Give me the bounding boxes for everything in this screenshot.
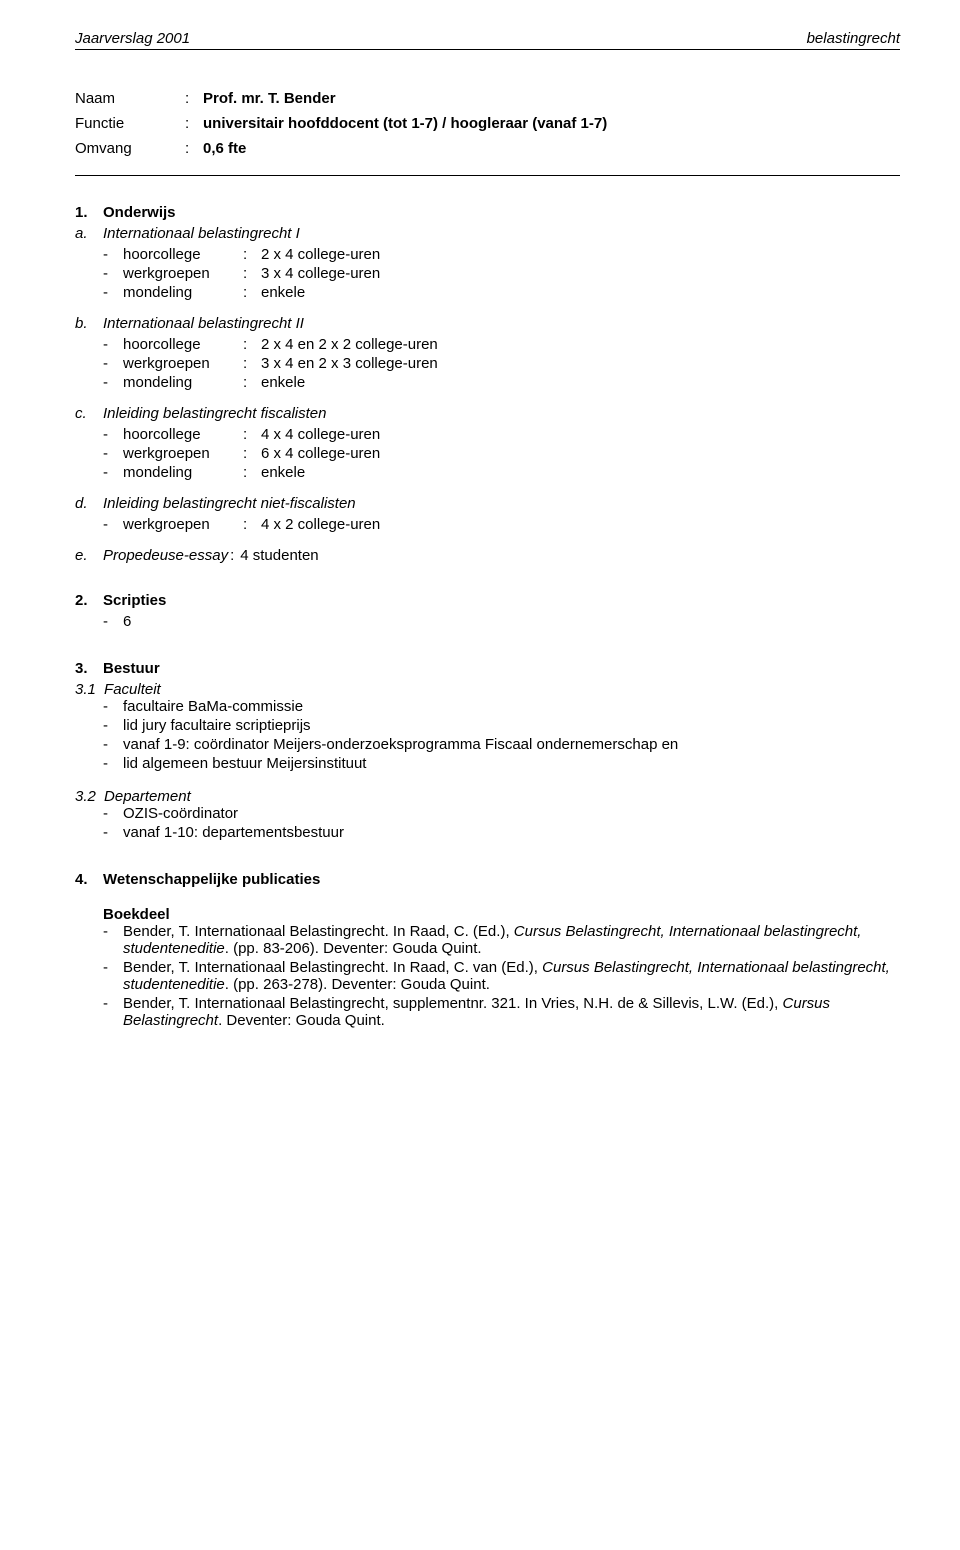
colon: : <box>185 115 203 132</box>
section-3-1-title: Faculteit <box>100 681 161 698</box>
function-value: universitair hoofddocent (tot 1-7) / hoo… <box>203 115 900 132</box>
extent-row: Omvang : 0,6 fte <box>75 140 900 157</box>
section-3-1-num: 3.1 <box>75 681 96 698</box>
publication-item: Bender, T. Internationaal Belastingrecht… <box>103 923 900 957</box>
sub-1c-letter: c. <box>75 405 103 422</box>
list-item: 6 <box>103 613 900 630</box>
section-3-2-list: OZIS-coördinator vanaf 1-10: departements… <box>103 805 900 841</box>
section-1-title: Onderwijs <box>103 204 176 221</box>
sub-1e-value: 4 studenten <box>240 547 318 564</box>
sub-1c-title: Inleiding belastingrecht fiscalisten <box>103 405 326 422</box>
page-header: Jaarverslag 2001 belastingrecht <box>75 30 900 50</box>
list-item: mondeling:enkele <box>103 464 900 481</box>
colon: : <box>185 90 203 107</box>
section-4-head: 4. Wetenschappelijke publicaties <box>75 871 900 888</box>
name-label: Naam <box>75 90 185 107</box>
publication-item: Bender, T. Internationaal Belastingrecht… <box>103 959 900 993</box>
section-3-2-num: 3.2 <box>75 788 96 805</box>
list-item: hoorcollege:2 x 4 en 2 x 2 college-uren <box>103 336 900 353</box>
section-3-head: 3. Bestuur <box>75 660 900 677</box>
section-4-num: 4. <box>75 871 103 888</box>
colon: : <box>185 140 203 157</box>
section-1-head: 1. Onderwijs <box>75 204 900 221</box>
section-3-1-head: 3.1 Faculteit <box>75 681 900 698</box>
list-item: werkgroepen:3 x 4 college-uren <box>103 265 900 282</box>
section-2-num: 2. <box>75 592 103 609</box>
list-item: mondeling:enkele <box>103 374 900 391</box>
list-item: hoorcollege:2 x 4 college-uren <box>103 246 900 263</box>
header-right: belastingrecht <box>807 30 900 47</box>
section-3-1-list: facultaire BaMa-commissie lid jury facult… <box>103 698 900 772</box>
sub-1a-letter: a. <box>75 225 103 242</box>
list-item: vanaf 1-9: coördinator Meijers-onderzoek… <box>103 736 900 753</box>
book-heading: Boekdeel <box>103 906 900 923</box>
sub-1c-list: hoorcollege:4 x 4 college-uren werkgroepe… <box>103 426 900 481</box>
publication-item: Bender, T. Internationaal Belastingrecht… <box>103 995 900 1029</box>
sub-1b-title: Internationaal belastingrecht II <box>103 315 304 332</box>
sub-1b-letter: b. <box>75 315 103 332</box>
list-item: mondeling:enkele <box>103 284 900 301</box>
list-item: hoorcollege:4 x 4 college-uren <box>103 426 900 443</box>
sub-1d-list: werkgroepen:4 x 2 college-uren <box>103 516 900 533</box>
list-item: werkgroepen:3 x 4 en 2 x 3 college-uren <box>103 355 900 372</box>
section-4-title: Wetenschappelijke publicaties <box>103 871 320 888</box>
list-item: werkgroepen:4 x 2 college-uren <box>103 516 900 533</box>
name-row: Naam : Prof. mr. T. Bender <box>75 90 900 107</box>
list-item: OZIS-coördinator <box>103 805 900 822</box>
list-item: vanaf 1-10: departementsbestuur <box>103 824 900 841</box>
sub-1d-head: d. Inleiding belastingrecht niet-fiscali… <box>75 495 900 512</box>
extent-label: Omvang <box>75 140 185 157</box>
section-3-2-title: Departement <box>100 788 191 805</box>
list-item: facultaire BaMa-commissie <box>103 698 900 715</box>
sub-1d-letter: d. <box>75 495 103 512</box>
header-left: Jaarverslag 2001 <box>75 30 190 47</box>
function-row: Functie : universitair hoofddocent (tot … <box>75 115 900 132</box>
section-3-2-head: 3.2 Departement <box>75 788 900 805</box>
colon: : <box>228 547 240 564</box>
section-3-title: Bestuur <box>103 660 160 677</box>
function-label: Functie <box>75 115 185 132</box>
sub-1c-head: c. Inleiding belastingrecht fiscalisten <box>75 405 900 422</box>
sub-1b-head: b. Internationaal belastingrecht II <box>75 315 900 332</box>
pub-list: Bender, T. Internationaal Belastingrecht… <box>103 923 900 1029</box>
sub-1b-list: hoorcollege:2 x 4 en 2 x 2 college-uren w… <box>103 336 900 391</box>
name-value: Prof. mr. T. Bender <box>203 90 900 107</box>
divider <box>75 175 900 176</box>
sub-1e-letter: e. <box>75 547 103 564</box>
extent-value: 0,6 fte <box>203 140 900 157</box>
section-1-num: 1. <box>75 204 103 221</box>
list-item: lid jury facultaire scriptieprijs <box>103 717 900 734</box>
section-2-list: 6 <box>103 613 900 630</box>
list-item: werkgroepen:6 x 4 college-uren <box>103 445 900 462</box>
sub-1a-head: a. Internationaal belastingrecht I <box>75 225 900 242</box>
sub-1e-title: Propedeuse-essay <box>103 547 228 564</box>
list-item: lid algemeen bestuur Meijersinstituut <box>103 755 900 772</box>
section-2-head: 2. Scripties <box>75 592 900 609</box>
sub-1d-title: Inleiding belastingrecht niet-fiscaliste… <box>103 495 356 512</box>
sub-1a-title: Internationaal belastingrecht I <box>103 225 300 242</box>
sub-1a-list: hoorcollege:2 x 4 college-uren werkgroepe… <box>103 246 900 301</box>
section-2-title: Scripties <box>103 592 166 609</box>
sub-1e-row: e. Propedeuse-essay : 4 studenten <box>75 547 900 564</box>
section-3-num: 3. <box>75 660 103 677</box>
